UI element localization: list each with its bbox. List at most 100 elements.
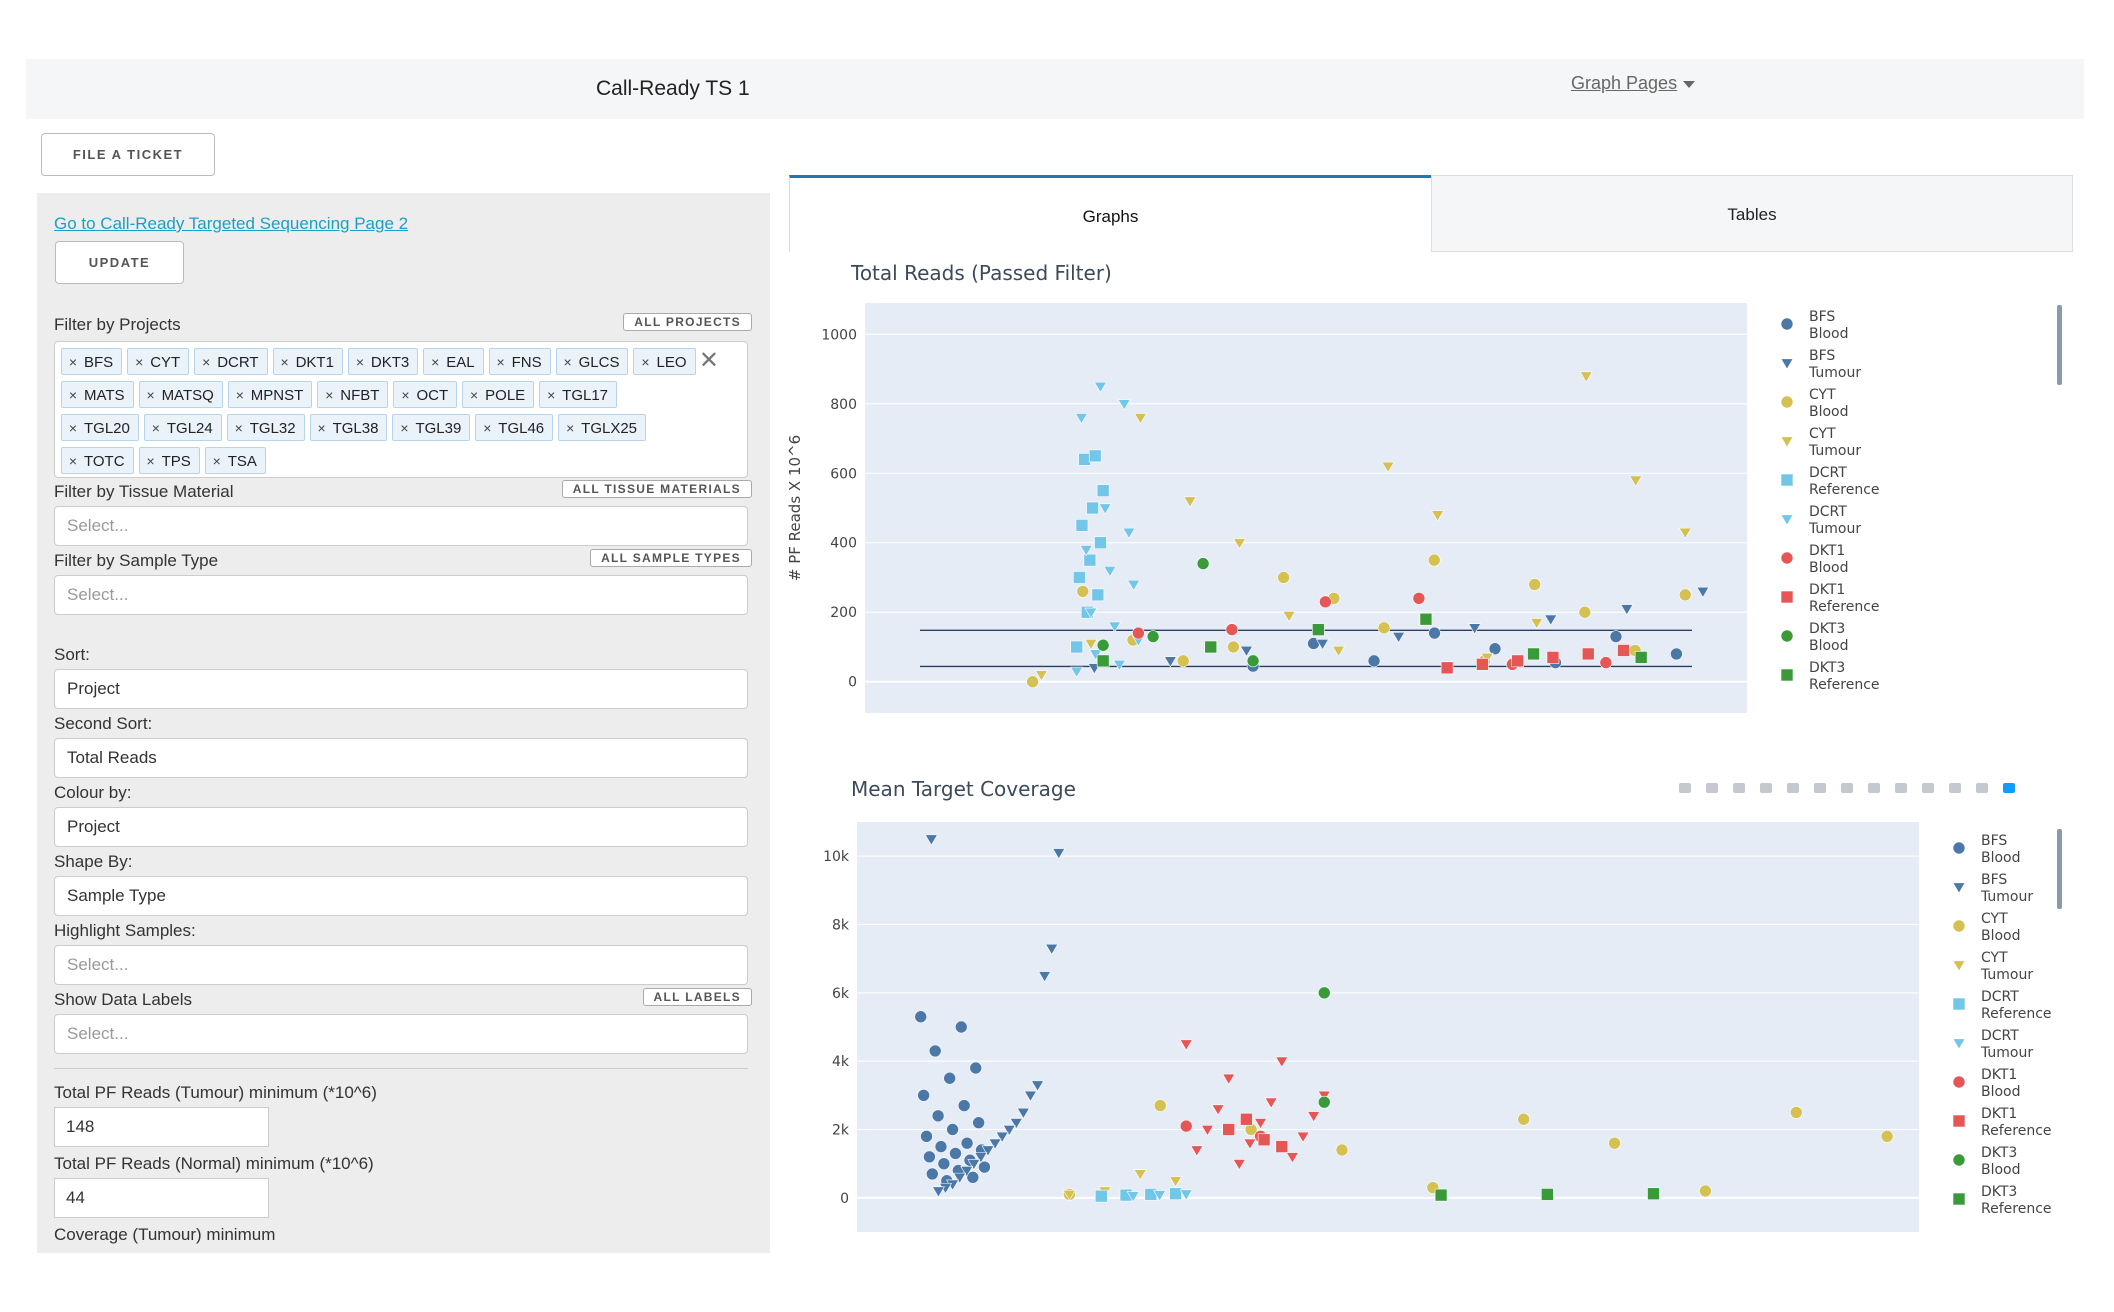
data-point-cyt-tumour[interactable] bbox=[1133, 413, 1147, 425]
remove-tag-icon[interactable]: × bbox=[355, 354, 365, 370]
data-point-dkt3-reference[interactable] bbox=[1527, 647, 1540, 661]
legend-sub[interactable]: Tumour bbox=[1808, 365, 1861, 381]
data-point-dkt1-reference[interactable] bbox=[1476, 658, 1489, 671]
data-point-dkt1-tumour[interactable] bbox=[1200, 1124, 1214, 1137]
legend-sub[interactable]: Blood bbox=[1809, 560, 1849, 576]
legend-name[interactable]: CYT bbox=[1981, 911, 2008, 927]
project-tag[interactable]: × LEO bbox=[633, 348, 696, 375]
data-point-cyt-blood[interactable] bbox=[1377, 621, 1391, 635]
remove-tag-icon[interactable]: × bbox=[202, 354, 211, 370]
data-point-bfs-tumour[interactable] bbox=[1009, 1118, 1023, 1130]
data-point-dkt1-reference[interactable] bbox=[1275, 1140, 1289, 1153]
project-tag[interactable]: × TGL20 bbox=[61, 414, 139, 441]
data-point-bfs-tumour[interactable] bbox=[1023, 1090, 1037, 1102]
legend-marker-dkt3[interactable] bbox=[1780, 668, 1794, 682]
remove-tag-icon[interactable]: × bbox=[146, 453, 155, 469]
data-point-dcrt-reference[interactable] bbox=[1078, 453, 1091, 466]
data-point-bfs-blood[interactable] bbox=[928, 1044, 942, 1058]
page2-link[interactable]: Go to Call-Ready Targeted Sequencing Pag… bbox=[54, 214, 409, 233]
project-tag[interactable]: × OCT bbox=[393, 381, 458, 408]
tissue-select[interactable]: Select... bbox=[54, 506, 748, 546]
project-tag[interactable]: × NFBT bbox=[317, 381, 389, 408]
all-labels-button[interactable]: ALL LABELS bbox=[642, 988, 752, 1006]
data-labels-select[interactable]: Select... bbox=[54, 1014, 748, 1054]
data-point-dkt1-blood[interactable] bbox=[1599, 656, 1613, 669]
data-point-bfs-tumour[interactable] bbox=[1038, 971, 1052, 983]
data-point-bfs-tumour[interactable] bbox=[1620, 604, 1634, 616]
project-tag[interactable]: × TOTC bbox=[61, 447, 134, 474]
data-point-bfs-tumour[interactable] bbox=[1052, 848, 1066, 860]
legend-marker-cyt[interactable] bbox=[1780, 436, 1794, 448]
legend-marker-cyt[interactable] bbox=[1780, 395, 1794, 409]
remove-tag-icon[interactable]: × bbox=[146, 387, 155, 403]
data-point-cyt-blood[interactable] bbox=[1789, 1106, 1803, 1119]
remove-tag-icon[interactable]: × bbox=[68, 387, 78, 403]
remove-tag-icon[interactable]: × bbox=[68, 453, 78, 469]
data-point-bfs-tumour[interactable] bbox=[995, 1131, 1009, 1143]
project-tag[interactable]: × TGL24 bbox=[143, 414, 222, 441]
data-point-dcrt-tumour[interactable] bbox=[1093, 381, 1107, 393]
project-tag[interactable]: × DCRT bbox=[194, 348, 268, 375]
projects-multiselect[interactable]: × BFS × CYT × DCRT × DKT1 × DKT3 × EAL × FNS × GLCS × LEO… bbox=[54, 341, 748, 478]
project-tag[interactable]: × POLE bbox=[462, 381, 535, 408]
data-point-dkt1-reference[interactable] bbox=[1546, 651, 1560, 664]
data-point-dkt1-tumour[interactable] bbox=[1232, 1159, 1246, 1171]
data-point-bfs-blood[interactable] bbox=[954, 1020, 968, 1034]
legend-sub[interactable]: Blood bbox=[1809, 326, 1849, 342]
all-sample-types-button[interactable]: ALL SAMPLE TYPES bbox=[590, 549, 752, 567]
data-point-cyt-tumour[interactable] bbox=[1062, 1189, 1076, 1202]
tumour-min-input[interactable]: 148 bbox=[54, 1107, 269, 1147]
data-point-cyt-tumour[interactable] bbox=[1034, 670, 1048, 682]
file-ticket-button[interactable]: FILE A TICKET bbox=[41, 133, 215, 176]
data-point-dkt1-tumour[interactable] bbox=[1243, 1138, 1257, 1150]
data-point-dkt1-reference[interactable] bbox=[1440, 661, 1454, 675]
normal-min-input[interactable]: 44 bbox=[54, 1178, 269, 1218]
data-point-bfs-tumour[interactable] bbox=[1468, 623, 1482, 635]
data-point-bfs-tumour[interactable] bbox=[960, 1165, 974, 1178]
autoscale-icon[interactable] bbox=[1865, 779, 1883, 797]
data-point-bfs-tumour[interactable] bbox=[1696, 586, 1710, 598]
project-tag[interactable]: × BFS bbox=[61, 348, 123, 375]
project-tag[interactable]: × TSA bbox=[204, 447, 266, 474]
data-point-cyt-tumour[interactable] bbox=[1183, 496, 1197, 508]
project-tag[interactable]: × TGL39 bbox=[392, 414, 471, 441]
data-point-bfs-blood[interactable] bbox=[946, 1123, 959, 1136]
legend-name[interactable]: DKT3 bbox=[1981, 1184, 2017, 1200]
legend-marker-dcrt[interactable] bbox=[1780, 473, 1794, 487]
remove-tag-icon[interactable]: × bbox=[212, 453, 221, 469]
data-point-cyt-blood[interactable] bbox=[1517, 1112, 1531, 1126]
legend-sub[interactable]: Tumour bbox=[1980, 967, 2033, 983]
update-button[interactable]: UPDATE bbox=[55, 241, 184, 284]
remove-tag-icon[interactable]: × bbox=[135, 354, 144, 370]
legend-name[interactable]: BFS bbox=[1809, 309, 1835, 325]
zoom-in-icon[interactable] bbox=[1811, 779, 1829, 797]
data-point-bfs-blood[interactable] bbox=[1367, 654, 1381, 668]
project-tag[interactable]: × MATS bbox=[61, 381, 134, 408]
data-point-bfs-blood[interactable] bbox=[1670, 647, 1683, 661]
data-point-bfs-blood[interactable] bbox=[923, 1150, 936, 1164]
data-point-cyt-tumour[interactable] bbox=[1431, 510, 1445, 522]
data-point-bfs-tumour[interactable] bbox=[931, 1186, 945, 1198]
data-point-bfs-blood[interactable] bbox=[920, 1130, 933, 1143]
highlight-select[interactable]: Select... bbox=[54, 945, 748, 985]
data-point-bfs-tumour[interactable] bbox=[924, 834, 938, 846]
legend-marker-dkt1[interactable] bbox=[1952, 1075, 1966, 1089]
data-point-dkt1-tumour[interactable] bbox=[1285, 1152, 1299, 1164]
project-tag[interactable]: × TPS bbox=[138, 447, 200, 474]
data-point-bfs-tumour[interactable] bbox=[1239, 645, 1253, 658]
data-point-bfs-tumour[interactable] bbox=[1316, 639, 1330, 651]
project-tag[interactable]: × MATSQ bbox=[138, 381, 223, 408]
data-point-cyt-blood[interactable] bbox=[1528, 578, 1541, 591]
shape-by-select[interactable]: Sample Type bbox=[54, 876, 748, 916]
data-point-dkt3-blood[interactable] bbox=[1317, 986, 1331, 1000]
data-point-dcrt-reference[interactable] bbox=[1088, 449, 1102, 463]
data-point-dkt3-reference[interactable] bbox=[1096, 654, 1110, 668]
graph-pages-menu[interactable]: Graph Pages bbox=[1571, 73, 1696, 94]
project-tag[interactable]: × TGL17 bbox=[539, 381, 618, 408]
all-tissue-button[interactable]: ALL TISSUE MATERIALS bbox=[561, 480, 752, 498]
plot-area[interactable] bbox=[857, 822, 1919, 1232]
remove-tag-icon[interactable]: × bbox=[563, 354, 572, 370]
zoom-out-icon[interactable] bbox=[1838, 779, 1856, 797]
data-point-bfs-blood[interactable] bbox=[957, 1099, 971, 1112]
legend-name[interactable]: CYT bbox=[1809, 387, 1836, 403]
